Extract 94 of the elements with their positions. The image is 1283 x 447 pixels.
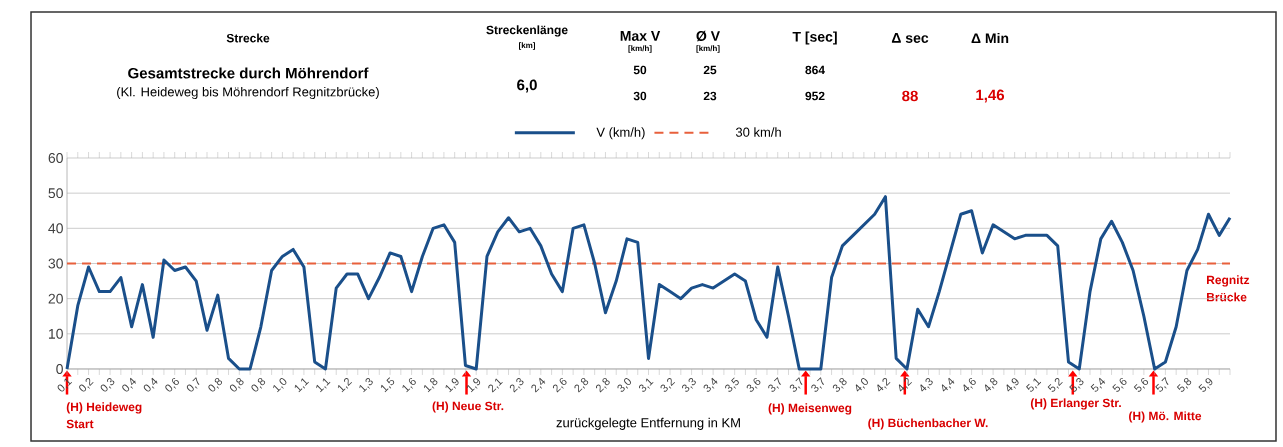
text: Ø V <box>696 30 720 42</box>
y-tick-label: 10 <box>48 328 63 339</box>
x-tick-label: 0,8 <box>208 377 223 392</box>
chart-subtitle: (Kl. Heideweg bis Möhrendorf Regnitzbrücke) <box>117 86 379 100</box>
y-tick-label: 0 <box>56 364 63 374</box>
text: Strecke <box>226 33 270 43</box>
x-tick-label: 1,1 <box>294 378 309 393</box>
x-tick-label: 1,5 <box>380 377 395 393</box>
x-tick-label: 5,8 <box>1176 377 1192 392</box>
text: 864 <box>805 65 825 75</box>
text: [km/h] <box>696 45 720 53</box>
x-tick-label: 1,9 <box>445 378 459 393</box>
y-tick-label: 30 <box>48 258 63 269</box>
x-tick-label: 5,3 <box>1069 377 1084 392</box>
x-tick-label: 1,0 <box>273 378 287 393</box>
x-tick-label: 1,3 <box>359 377 373 393</box>
x-tick-label: 0,8 <box>251 377 266 392</box>
x-tick-label: 0,7 <box>186 377 200 392</box>
x-tick-label: 0,2 <box>79 377 94 392</box>
text: 30 <box>633 91 647 101</box>
annotation: Brücke <box>1207 292 1247 302</box>
x-tick-label: 5,2 <box>1047 377 1063 392</box>
x-tick-label: 4,2 <box>877 377 891 392</box>
text: (H) Heideweg <box>66 402 142 414</box>
x-tick-label: 4,3 <box>920 377 933 392</box>
x-tick-label: 4,8 <box>985 377 998 392</box>
x-tick-label: 5,6 <box>1133 377 1149 392</box>
x-tick-label: 0,8 <box>229 377 244 392</box>
x-tick-label: 3,7 <box>811 377 825 392</box>
y-tick-label: 50 <box>48 188 63 199</box>
text: 23 <box>703 91 717 101</box>
x-tick-label: 4,9 <box>1006 378 1019 392</box>
text: 6,0 <box>517 79 537 93</box>
x-tick-label: 1,1 <box>316 378 331 393</box>
text: (H) Mö. Mitte <box>1129 411 1202 423</box>
text: Max V <box>620 31 661 41</box>
x-tick-label: 1,8 <box>424 377 438 393</box>
text: (H) Büchenbacher W. <box>868 418 988 430</box>
text: T [sec] <box>792 31 837 45</box>
y-tick-label: 60 <box>48 153 63 163</box>
x-tick-label: 3,7 <box>768 377 781 392</box>
chart-title: Gesamtstrecke durch Möhrendorf <box>128 67 369 79</box>
x-tick-label: 2,1 <box>488 378 503 393</box>
text: (H) Neue Str. <box>432 401 504 413</box>
x-tick-label: 1,6 <box>402 377 416 393</box>
text: [km/h] <box>628 45 652 53</box>
text: Streckenlänge <box>486 25 568 37</box>
x-tick-label: 3,5 <box>725 377 739 392</box>
text: 1,46 <box>976 89 1005 103</box>
x-tick-label: 3,0 <box>617 378 632 392</box>
x-tick-label: 3,2 <box>660 377 676 392</box>
x-tick-label: 5,4 <box>1090 377 1106 392</box>
text: 88 <box>902 90 918 102</box>
x-tick-label: 2,4 <box>531 377 546 393</box>
text: 25 <box>703 65 717 75</box>
x-tick-label: 2,6 <box>552 377 567 393</box>
x-tick-label: 4,4 <box>941 377 955 392</box>
text: (H) Meisenweg <box>768 403 852 415</box>
legend-label: 30 km/h <box>735 127 781 137</box>
x-tick-label: 3,4 <box>703 377 718 392</box>
y-tick-label: 20 <box>48 293 63 304</box>
x-tick-label: 5,9 <box>1198 378 1213 392</box>
text: Start <box>66 419 94 429</box>
x-axis-title: zurückgelegte Entfernung in KM <box>556 417 740 430</box>
x-tick-label: 3,3 <box>682 377 696 392</box>
x-tick-label: 3,7 <box>789 377 803 392</box>
x-tick-label: 3,1 <box>638 378 654 392</box>
x-tick-label: 3,6 <box>746 377 761 392</box>
x-tick-label: 5,6 <box>1112 377 1127 392</box>
x-tick-label: 1,2 <box>337 377 353 393</box>
x-tick-label: 4,6 <box>963 377 976 392</box>
legend-label: V (km/h) <box>596 127 645 140</box>
x-tick-label: 5,7 <box>1155 377 1169 392</box>
x-tick-label: 3,8 <box>832 377 847 392</box>
x-tick-label: 0,1 <box>57 378 73 392</box>
text: [km] <box>519 42 535 50</box>
y-tick-label: 40 <box>48 223 63 234</box>
x-tick-label: 0,6 <box>165 377 179 392</box>
x-tick-label: 0,4 <box>143 377 158 392</box>
text: 50 <box>633 65 647 75</box>
text: Δ sec <box>891 33 929 43</box>
x-tick-label: 2,3 <box>509 377 524 393</box>
x-tick-label: 2,8 <box>574 377 589 393</box>
x-tick-label: 2,8 <box>595 377 610 393</box>
text: (H) Erlanger Str. <box>1030 398 1121 410</box>
x-tick-label: 4,2 <box>898 377 912 392</box>
annotation: Regnitz <box>1207 275 1250 287</box>
x-tick-label: 0,3 <box>100 377 115 392</box>
x-tick-label: 0,4 <box>122 377 137 392</box>
x-tick-label: 1,9 <box>467 378 481 393</box>
text: 952 <box>805 91 825 101</box>
text: Δ Min <box>971 32 1009 44</box>
x-tick-label: 5,1 <box>1026 378 1042 392</box>
x-tick-label: 4,0 <box>855 378 868 392</box>
